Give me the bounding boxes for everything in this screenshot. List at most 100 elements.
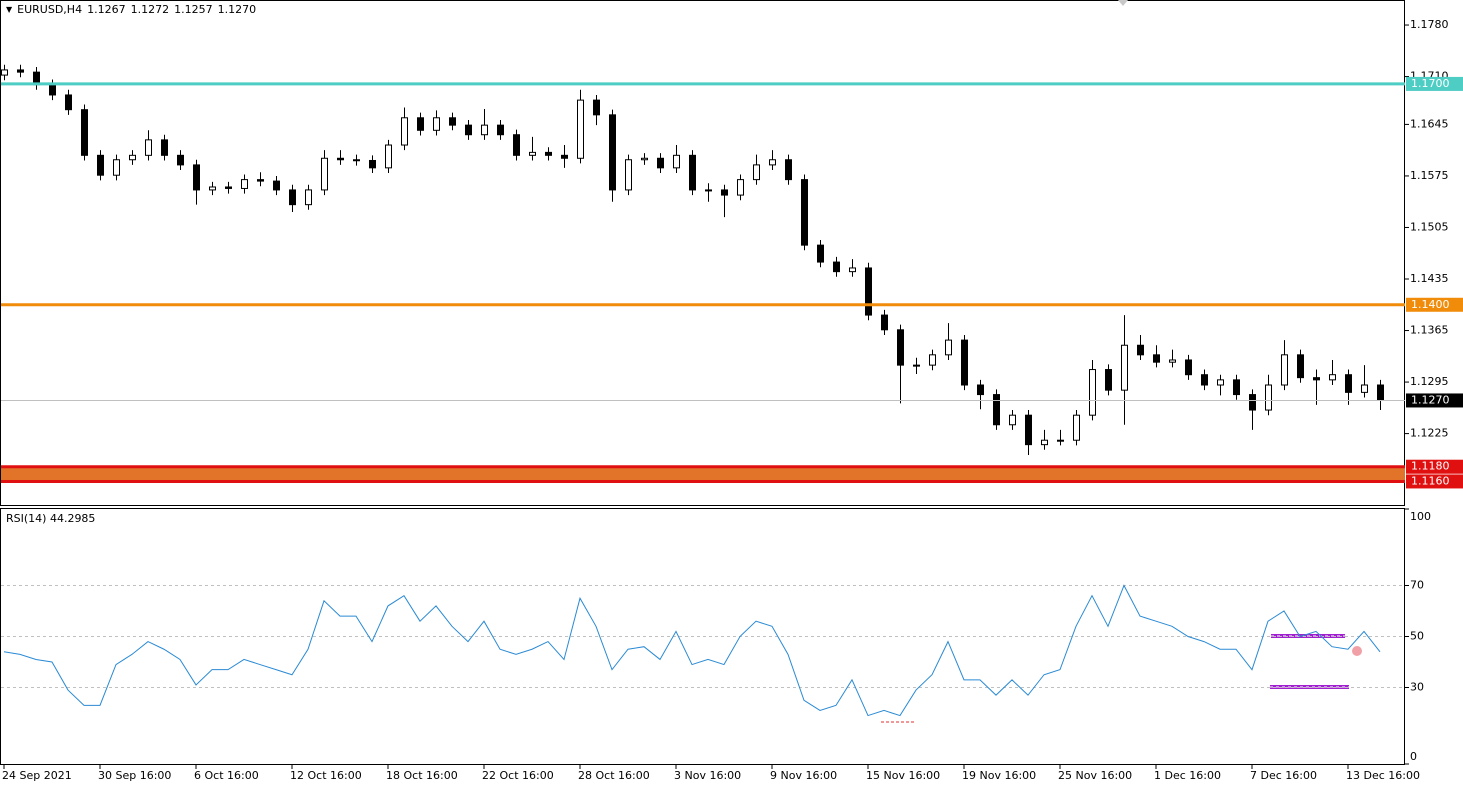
candle-body (1313, 377, 1320, 381)
x-tick-label: 3 Nov 16:00 (674, 769, 741, 782)
candle-body (417, 117, 424, 131)
candle-body (753, 164, 760, 181)
x-tick-label: 19 Nov 16:00 (962, 769, 1036, 782)
price-box (1406, 459, 1463, 474)
candle-body (561, 154, 568, 159)
x-tick-label: 12 Oct 16:00 (290, 769, 362, 782)
candle-body (129, 154, 136, 161)
x-tick-label: 24 Sep 2021 (2, 769, 72, 782)
candle-body (609, 114, 616, 191)
candle-body (977, 384, 984, 396)
shift-marker (1118, 0, 1128, 6)
y-tick-label: 1.1780 (1410, 18, 1449, 31)
price-label: 1.1270 (1411, 393, 1450, 406)
candle-body (225, 186, 232, 189)
price-label: 1.1700 (1411, 77, 1450, 90)
price-box (1406, 297, 1463, 312)
y-tick-label: 1.1435 (1410, 272, 1449, 285)
candle-body (17, 69, 24, 73)
candle-body (1201, 374, 1208, 386)
candle-body (1041, 439, 1048, 446)
candle-body (721, 189, 728, 196)
y-tick-label: 1.1645 (1410, 117, 1449, 130)
candle-body (801, 179, 808, 246)
drawn-marker (1352, 646, 1362, 656)
x-tick-label: 9 Nov 16:00 (770, 769, 837, 782)
candle-body (785, 159, 792, 181)
y-tick-label: 1.1225 (1410, 427, 1449, 440)
price-panel (0, 0, 1405, 506)
y-tick-label: 70 (1410, 579, 1424, 592)
candle-body (49, 84, 56, 96)
menu-arrow[interactable]: ▼ (6, 5, 13, 14)
candle-body (961, 339, 968, 386)
candle-body (897, 329, 904, 366)
x-tick-label: 13 Dec 16:00 (1346, 769, 1420, 782)
quote: 1.1270 (217, 3, 257, 16)
candle-body (1009, 414, 1016, 426)
y-tick-label: 50 (1410, 630, 1424, 643)
candle-body (545, 151, 552, 156)
candle-body (705, 189, 712, 192)
candle-body (529, 151, 536, 156)
candle-body (625, 159, 632, 191)
candle-body (945, 339, 952, 356)
y-tick-label: 100 (1410, 510, 1431, 523)
candle-body (1137, 344, 1144, 356)
symbol: EURUSD,H4 (17, 3, 83, 16)
candle-body (577, 99, 584, 159)
candle-body (593, 99, 600, 116)
candle-body (1073, 414, 1080, 441)
candle-body (673, 154, 680, 169)
candle-body (1153, 354, 1160, 363)
candle-body (209, 186, 216, 191)
x-tick-label: 1 Dec 16:00 (1154, 769, 1221, 782)
candle-body (385, 144, 392, 169)
candle-body (849, 267, 856, 273)
candle-body (769, 159, 776, 166)
rsi-panel (0, 508, 1405, 765)
price-label: 1.1160 (1411, 474, 1450, 487)
y-tick-label: 1.1575 (1410, 169, 1449, 182)
candle-body (657, 157, 664, 169)
y-tick-label: 30 (1410, 681, 1424, 694)
candle-body (305, 189, 312, 206)
y-tick-label: 1.1505 (1410, 220, 1449, 233)
candle-body (1297, 354, 1304, 379)
price-box (1406, 393, 1463, 408)
candle-body (1361, 384, 1368, 393)
candle-body (1377, 384, 1384, 401)
candle-body (273, 180, 280, 191)
x-tick-label: 7 Dec 16:00 (1250, 769, 1317, 782)
candle-body (817, 244, 824, 263)
x-tick-label: 30 Sep 16:00 (98, 769, 171, 782)
candle-body (865, 267, 872, 316)
price-box (1406, 76, 1463, 91)
candle-body (145, 139, 152, 156)
x-tick-label: 22 Oct 16:00 (482, 769, 554, 782)
candle-body (1169, 359, 1176, 363)
price-label: 1.1400 (1411, 298, 1450, 311)
candle-body (1233, 379, 1240, 396)
price-box (1406, 474, 1463, 489)
candle-body (81, 109, 88, 156)
candle-body (401, 117, 408, 146)
candle-body (369, 159, 376, 169)
candle-body (833, 261, 840, 273)
support-zone (1, 466, 1405, 482)
x-tick-label: 28 Oct 16:00 (578, 769, 650, 782)
candle-body (113, 159, 120, 176)
candle-body (1057, 439, 1064, 442)
x-tick-label: 6 Oct 16:00 (194, 769, 259, 782)
candle-body (513, 134, 520, 156)
candle-body (993, 394, 1000, 426)
candle-body (1105, 369, 1112, 391)
candle-body (65, 94, 72, 111)
candle-body (321, 157, 328, 191)
candle-body (1249, 394, 1256, 411)
candle-body (1121, 344, 1128, 391)
candle-body (689, 154, 696, 191)
quote: 1.1267 (87, 3, 126, 16)
candle-body (1, 69, 8, 76)
